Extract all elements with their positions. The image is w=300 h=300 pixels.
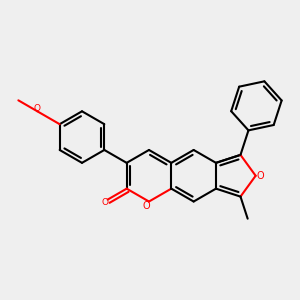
Text: O: O	[101, 199, 109, 208]
Text: O: O	[256, 171, 264, 181]
Text: O: O	[142, 201, 150, 211]
Text: O: O	[34, 104, 41, 113]
